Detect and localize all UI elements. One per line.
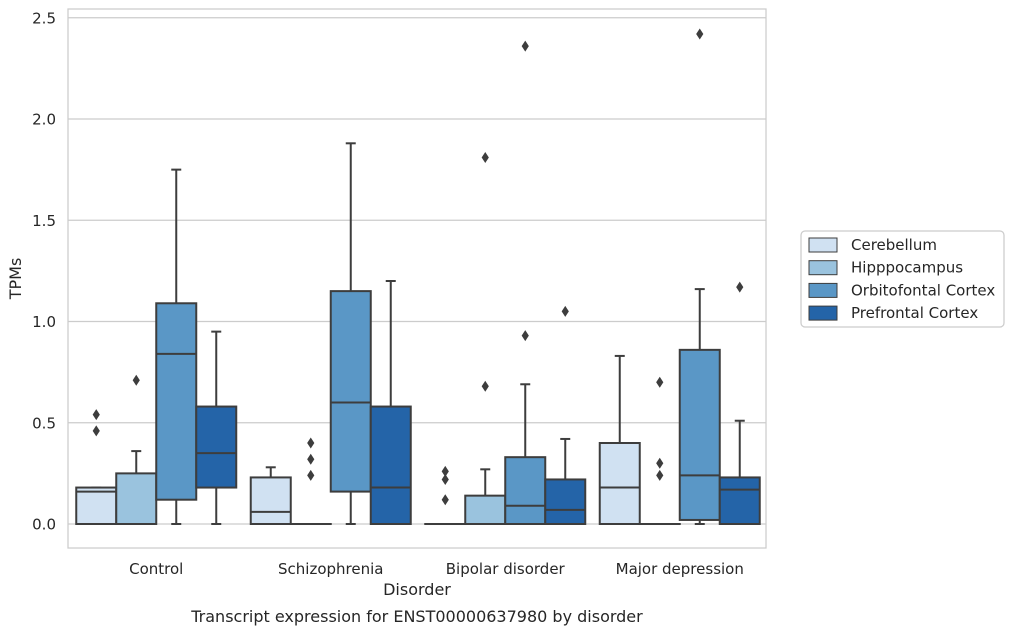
legend-swatch bbox=[808, 260, 838, 276]
box-iqr bbox=[115, 472, 158, 525]
legend-frame bbox=[800, 230, 1005, 328]
y-tick-labels: 0.0 0.5 1.0 1.5 2.0 2.5 bbox=[32, 9, 56, 533]
chart-title: Transcript expression for ENST0000063798… bbox=[190, 607, 643, 626]
outlier-marker bbox=[696, 28, 704, 40]
outlier-marker bbox=[307, 437, 315, 449]
box-iqr bbox=[249, 476, 292, 525]
y-tick-label: 2.0 bbox=[32, 111, 56, 129]
outlier-marker bbox=[92, 409, 100, 421]
box bbox=[249, 466, 292, 525]
legend-label: Prefrontal Cortex bbox=[851, 304, 978, 322]
box bbox=[424, 465, 467, 526]
outlier-marker bbox=[307, 453, 315, 465]
box bbox=[638, 376, 681, 526]
box bbox=[195, 330, 238, 525]
box-iqr bbox=[75, 486, 118, 525]
box-iqr bbox=[195, 405, 238, 489]
outlier-marker bbox=[481, 380, 489, 392]
box-iqr bbox=[155, 302, 198, 501]
box-iqr bbox=[598, 442, 641, 525]
box bbox=[464, 151, 507, 525]
legend-swatch bbox=[808, 282, 838, 298]
y-tick-label: 1.0 bbox=[32, 313, 56, 331]
box-iqr bbox=[544, 478, 587, 526]
y-tick-label: 0.0 bbox=[32, 516, 56, 534]
outlier-marker bbox=[441, 494, 449, 506]
legend-swatch bbox=[808, 237, 838, 253]
legend-label: Hipppocampus bbox=[851, 259, 963, 277]
outlier-marker bbox=[441, 473, 449, 485]
legend-label: Cerebellum bbox=[851, 236, 937, 254]
legend-swatch bbox=[808, 305, 838, 321]
box bbox=[678, 28, 721, 525]
box-series-group bbox=[75, 28, 761, 526]
box-iqr bbox=[464, 494, 507, 525]
outlier-marker bbox=[307, 469, 315, 481]
outlier-marker bbox=[656, 376, 664, 388]
x-axis-label: Disorder bbox=[383, 580, 451, 599]
box-iqr bbox=[329, 290, 372, 493]
box-iqr bbox=[504, 456, 547, 525]
outlier-marker bbox=[132, 374, 140, 386]
outlier-marker bbox=[736, 281, 744, 293]
box-iqr bbox=[678, 348, 721, 521]
y-tick-label: 0.5 bbox=[32, 414, 56, 432]
x-tick-label: Bipolar disorder bbox=[446, 560, 566, 578]
box bbox=[155, 168, 198, 525]
box bbox=[598, 354, 641, 525]
y-axis-label: TPMs bbox=[6, 258, 25, 301]
box bbox=[504, 40, 547, 525]
outlier-marker bbox=[656, 469, 664, 481]
x-tick-label: Schizophrenia bbox=[278, 560, 383, 578]
series-orbitofontal-cortex bbox=[155, 28, 721, 525]
x-tick-label: Control bbox=[129, 560, 183, 578]
y-tick-label: 1.5 bbox=[32, 212, 56, 230]
outlier-marker bbox=[521, 40, 529, 52]
series-cerebellum bbox=[75, 354, 641, 526]
x-tick-labels: Control Schizophrenia Bipolar disorder Majo… bbox=[129, 560, 744, 578]
legend-label: Orbitofontal Cortex bbox=[851, 281, 995, 299]
legend-item: Orbitofontal Cortex bbox=[808, 281, 995, 299]
outlier-marker bbox=[656, 457, 664, 469]
outlier-marker bbox=[481, 151, 489, 163]
outlier-marker bbox=[521, 330, 529, 342]
box bbox=[289, 437, 332, 526]
outlier-marker bbox=[441, 465, 449, 477]
legend: Cerebellum Hipppocampus Orbitofontal Corte… bbox=[800, 230, 1005, 328]
box bbox=[544, 305, 587, 526]
legend-item: Hipppocampus bbox=[808, 259, 963, 277]
box-iqr bbox=[718, 476, 761, 525]
box bbox=[718, 281, 761, 525]
legend-item: Prefrontal Cortex bbox=[808, 304, 978, 322]
outlier-marker bbox=[92, 425, 100, 437]
box bbox=[329, 142, 372, 525]
plot-frame bbox=[67, 8, 767, 549]
box bbox=[75, 409, 118, 525]
box-iqr bbox=[369, 405, 412, 525]
box bbox=[115, 374, 158, 525]
legend-item: Cerebellum bbox=[808, 236, 937, 254]
x-tick-label: Major depression bbox=[616, 560, 744, 578]
box bbox=[369, 280, 412, 525]
y-tick-label: 2.5 bbox=[32, 9, 56, 27]
outlier-marker bbox=[561, 305, 569, 317]
series-prefrontal-cortex bbox=[195, 280, 761, 526]
